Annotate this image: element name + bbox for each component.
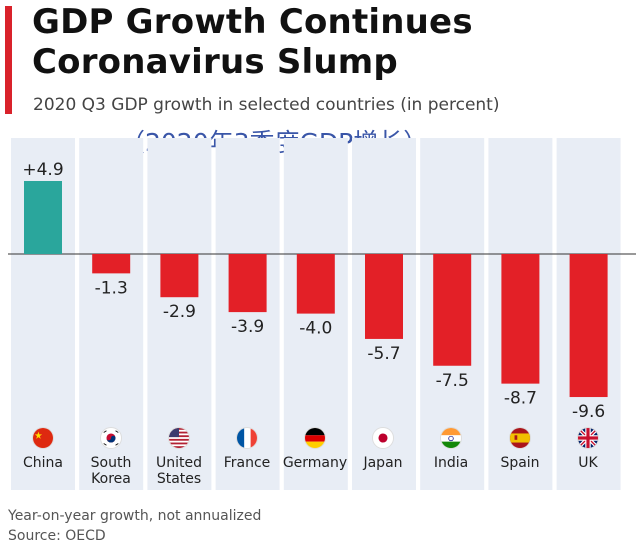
- country-label-uk: UK: [578, 455, 598, 471]
- value-label-spain: -8.7: [504, 389, 537, 409]
- bar-china: [24, 180, 62, 254]
- country-label-spain: Spain: [500, 455, 540, 471]
- country-label-japan: Japan: [363, 455, 403, 471]
- bar-uk: [569, 254, 608, 398]
- bar-france: [228, 254, 267, 313]
- chart-title: GDP Growth Continues Coronavirus Slump: [32, 2, 632, 82]
- value-label-united-states: -2.9: [163, 302, 196, 322]
- value-label-south-korea: -1.3: [95, 278, 128, 298]
- bar-south-korea: [92, 254, 131, 274]
- france-flag-icon: [236, 427, 258, 449]
- spain-flag-icon: [509, 427, 531, 449]
- bar-spain: [501, 254, 540, 384]
- value-label-india: -7.5: [436, 371, 469, 391]
- value-label-uk: -9.6: [572, 402, 605, 422]
- value-label-japan: -5.7: [367, 344, 400, 364]
- country-label-france: France: [223, 455, 271, 471]
- value-label-germany: -4.0: [299, 319, 332, 339]
- chart-subtitle: 2020 Q3 GDP growth in selected countries…: [33, 95, 500, 115]
- value-label-france: -3.9: [231, 317, 264, 337]
- uk-flag-icon: [577, 427, 599, 449]
- south-korea-flag-icon: [100, 427, 122, 449]
- bar-india: [433, 254, 472, 366]
- bar-germany: [296, 254, 335, 314]
- japan-flag-icon: [372, 427, 394, 449]
- country-label-germany: Germany: [282, 455, 348, 471]
- bar-japan: [365, 254, 403, 339]
- country-label-south-korea: South Korea: [90, 455, 132, 487]
- bar-united-states: [160, 254, 199, 298]
- germany-flag-icon: [304, 427, 326, 449]
- china-flag-icon: [32, 427, 54, 449]
- title-accent-bar: [5, 6, 12, 114]
- country-label-china: China: [23, 455, 63, 471]
- title-line-2: Coronavirus Slump: [32, 42, 398, 82]
- united-states-flag-icon: [168, 427, 190, 449]
- india-flag-icon: [440, 427, 462, 449]
- title-line-1: GDP Growth Continues: [32, 2, 473, 42]
- value-label-china: +4.9: [22, 160, 63, 180]
- source-note: Source: OECD: [8, 528, 106, 544]
- footnote: Year-on-year growth, not annualized: [8, 508, 262, 524]
- country-label-india: India: [433, 455, 469, 471]
- country-label-united-states: United States: [156, 455, 202, 487]
